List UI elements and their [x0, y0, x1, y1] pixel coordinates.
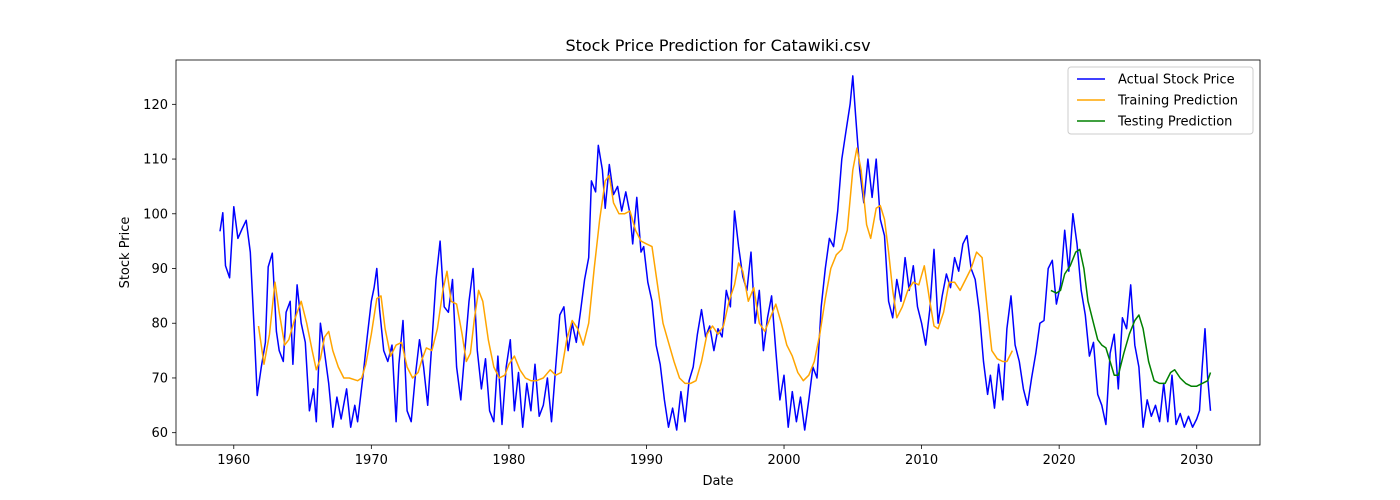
y-tick-label: 100	[143, 207, 168, 222]
x-tick-label: 1990	[630, 453, 663, 468]
x-tick-label: 1980	[492, 453, 525, 468]
y-axis-label: Stock Price	[118, 217, 133, 289]
y-tick-label: 80	[151, 317, 168, 332]
plot-area	[175, 59, 1261, 446]
series-line-1	[219, 75, 1212, 431]
chart-title: Stock Price Prediction for Catawiki.csv	[565, 36, 870, 55]
y-tick-label: 120	[143, 98, 168, 113]
y-tick-label: 70	[151, 371, 168, 386]
y-tick-label: 90	[151, 262, 168, 277]
x-tick-label: 2010	[905, 453, 938, 468]
plot-frame	[175, 59, 1261, 446]
x-axis-label: Date	[702, 474, 733, 489]
legend-label-3: Testing Prediction	[1117, 115, 1232, 130]
series-line-2	[257, 147, 1014, 385]
y-tick-label: 60	[151, 426, 168, 441]
x-axis: 1960 1970 1980 1990 2000 2010 2020 2030	[217, 445, 1213, 468]
x-tick-label: 2000	[767, 453, 800, 468]
legend-label-2: Training Prediction	[1117, 94, 1238, 109]
y-tick-label: 110	[143, 153, 168, 168]
y-axis: 60 70 80 90 100 110 120	[143, 98, 176, 441]
x-tick-label: 2020	[1043, 453, 1076, 468]
x-tick-label: 1970	[355, 453, 388, 468]
legend-box	[1067, 66, 1254, 135]
x-tick-label: 1960	[217, 453, 250, 468]
legend: Actual Stock Price Training Prediction Tes…	[1067, 66, 1254, 135]
series-line-3	[1050, 248, 1212, 387]
legend-label-1: Actual Stock Price	[1118, 73, 1235, 88]
x-tick-label: 2030	[1180, 453, 1213, 468]
